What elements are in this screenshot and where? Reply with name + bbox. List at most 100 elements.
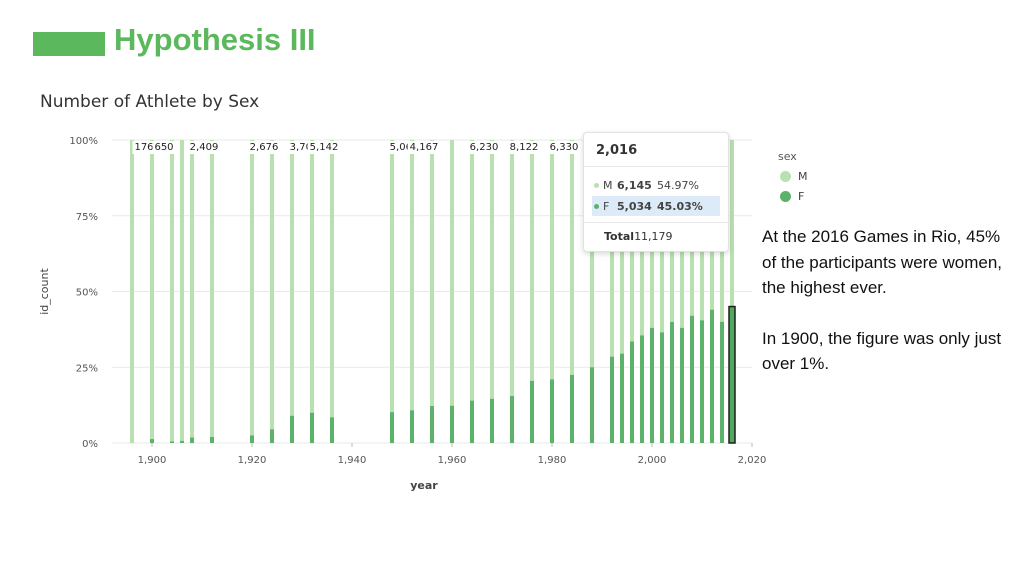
annotation-paragraph-2: In 1900, the figure was only just over 1…	[762, 328, 1002, 374]
tooltip-name-f: F	[603, 199, 610, 213]
total-count-label-bg	[547, 141, 581, 154]
total-count-label-bg	[407, 141, 441, 154]
x-tick-label: 1,940	[338, 455, 367, 466]
bar-male	[510, 140, 514, 397]
bar-male	[270, 140, 274, 430]
bar-female	[720, 321, 724, 443]
bar-female	[430, 406, 434, 443]
bar-male	[190, 140, 194, 438]
total-count-label: 5,142	[310, 142, 339, 153]
bar-female	[250, 435, 254, 443]
bar-male	[290, 140, 294, 416]
total-count-label-bg	[132, 141, 156, 154]
bar-female	[650, 327, 654, 443]
total-count-label-bg	[467, 141, 501, 154]
bar-female	[640, 335, 644, 443]
bar-female-highlighted	[728, 305, 736, 444]
bar-female	[210, 436, 214, 443]
total-count-label-bg	[307, 141, 341, 154]
bar-female	[590, 367, 594, 443]
bar-female	[490, 398, 494, 443]
tooltip-name-m: M	[603, 178, 613, 192]
total-count-label: 5,068	[390, 142, 419, 153]
total-count-label: 4,167	[410, 142, 439, 153]
total-count-label: 176	[134, 142, 153, 153]
x-axis-label: year	[410, 479, 438, 492]
y-tick-label: 100%	[69, 136, 98, 147]
bar-female	[150, 439, 154, 443]
tooltip-year: 2,016	[596, 143, 638, 158]
chart-tooltip: 2,016 M 6,145 54.97% F 5,034 45.03% Tota…	[583, 132, 729, 252]
tooltip-dot-f	[594, 203, 599, 209]
tooltip-count-m: 6,145	[617, 178, 652, 192]
tooltip-divider	[584, 166, 728, 167]
bar-male	[470, 140, 474, 401]
bar-male	[390, 140, 394, 413]
legend-item-f[interactable]: F	[780, 190, 804, 203]
bar-female	[610, 356, 614, 443]
bar-male	[150, 140, 154, 440]
tooltip-row-f: F 5,034 45.03%	[592, 196, 720, 216]
bar-male	[530, 140, 534, 381]
bar-female	[530, 380, 534, 443]
bar-male	[210, 140, 214, 437]
x-tick-label: 2,020	[738, 455, 767, 466]
x-tick-label: 2,000	[638, 455, 667, 466]
legend-item-m[interactable]: M	[780, 170, 808, 183]
bar-female	[670, 321, 674, 443]
annotation-paragraph-1: At the 2016 Games in Rio, 45% of the par…	[762, 227, 1003, 297]
bar-male	[450, 140, 454, 406]
bar-male	[330, 140, 334, 418]
bar-male	[490, 140, 494, 399]
bar-female	[410, 410, 414, 443]
y-tick-label: 50%	[76, 288, 98, 299]
bar-male	[310, 140, 314, 413]
bar-female	[390, 412, 394, 443]
total-count-label: 6,330	[550, 142, 579, 153]
bar-female	[660, 332, 664, 443]
bar-male	[590, 140, 594, 368]
x-tick-label: 1,920	[238, 455, 267, 466]
tooltip-total-value: 11,179	[634, 230, 673, 243]
y-tick-label: 25%	[76, 363, 98, 374]
title-accent-bar	[33, 32, 105, 56]
legend-label-m: M	[798, 170, 808, 183]
total-count-label-bg	[247, 141, 281, 154]
tooltip-row-m: M 6,145 54.97%	[592, 175, 720, 195]
total-count-label: 650	[154, 142, 173, 153]
x-tick-label: 1,900	[138, 455, 167, 466]
bar-female	[190, 437, 194, 443]
bar-female	[170, 441, 174, 443]
bar-male	[550, 140, 554, 380]
tooltip-dot-m	[594, 182, 599, 188]
tooltip-divider-2	[584, 222, 728, 223]
bar-female	[680, 327, 684, 443]
tooltip-total: Total11,179	[604, 230, 673, 243]
legend-title: sex	[778, 150, 797, 163]
tooltip-pct-m: 54.97%	[657, 178, 699, 192]
bar-male	[130, 140, 134, 443]
bar-female	[180, 440, 184, 443]
bar-male	[570, 140, 574, 375]
total-count-label: 6,230	[470, 142, 499, 153]
bar-female	[700, 320, 704, 443]
bar-female	[570, 374, 574, 443]
bar-male	[730, 140, 734, 307]
annotation-text: At the 2016 Games in Rio, 45% of the par…	[762, 224, 1002, 402]
bar-male	[250, 140, 254, 436]
bar-male	[410, 140, 414, 411]
bar-female	[630, 341, 634, 443]
bar-female	[310, 412, 314, 443]
bar-male	[430, 140, 434, 407]
bar-female	[510, 396, 514, 443]
total-count-label-bg	[507, 141, 541, 154]
bar-female	[290, 415, 294, 443]
bar-female	[690, 315, 694, 443]
slide-title: Hypothesis III	[114, 22, 316, 57]
y-axis-label: id_count	[38, 268, 51, 315]
total-count-label: 3,703	[290, 142, 319, 153]
legend-swatch-m	[780, 171, 791, 182]
bar-female	[620, 353, 624, 443]
chart-title: Number of Athlete by Sex	[40, 92, 260, 112]
total-count-label: 2,409	[190, 142, 219, 153]
